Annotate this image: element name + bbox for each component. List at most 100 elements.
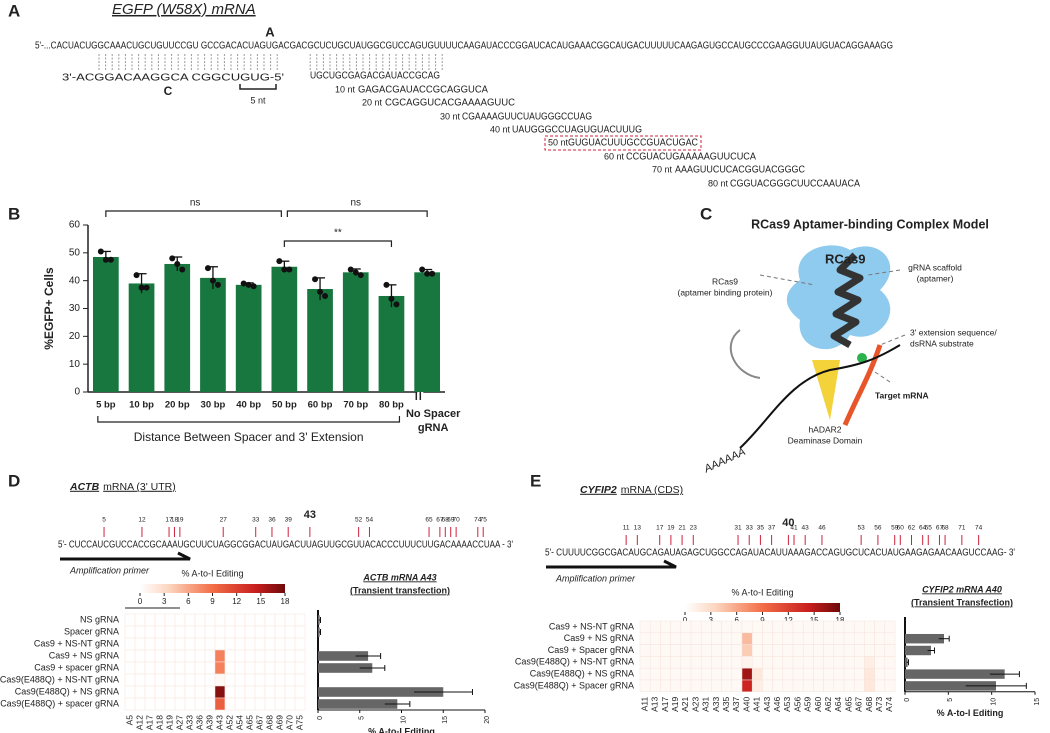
x-tick-label: 15 xyxy=(442,716,449,724)
colorbar-tick-label: 15 xyxy=(256,597,265,606)
heatmap-cell xyxy=(762,620,773,634)
position-label: 71 xyxy=(958,525,966,532)
heatmap-cell xyxy=(204,685,216,699)
heatmap-cell xyxy=(772,656,784,669)
heatmap-cell xyxy=(134,697,146,711)
bar xyxy=(905,681,996,691)
heatmap-cell xyxy=(144,685,156,699)
highlight-box xyxy=(544,135,702,151)
heatmap-cell xyxy=(884,620,896,634)
row-label: Cas9 + spacer gRNA xyxy=(34,662,119,672)
data-point xyxy=(429,270,436,277)
heatmap-cell xyxy=(833,667,845,681)
heatmap-cell xyxy=(134,685,146,699)
colorbar-tick-label: 3 xyxy=(162,597,167,606)
heatmap-cell xyxy=(711,620,722,634)
heatmap-cell xyxy=(194,637,206,651)
colorbar-tick-label: 3 xyxy=(709,616,714,625)
position-label: 46 xyxy=(818,525,826,532)
heatmap-cell xyxy=(184,673,196,687)
data-point xyxy=(179,266,186,273)
heatmap-cell xyxy=(224,697,236,711)
heatmap-cell xyxy=(660,667,671,681)
column-label: A65 xyxy=(244,715,254,730)
heatmap-cell xyxy=(294,673,306,687)
panel-label: C xyxy=(700,204,712,223)
panel-label: A xyxy=(8,1,20,20)
bar-subtitle: (Transient transfection) xyxy=(350,585,450,595)
edit-site xyxy=(857,353,867,363)
loop xyxy=(729,329,761,379)
colorbar-tick-label: 0 xyxy=(683,616,688,625)
heatmap-cell xyxy=(284,673,296,687)
heatmap-cell xyxy=(254,637,266,651)
extension-strand xyxy=(842,344,883,426)
heatmap-cell xyxy=(244,673,256,687)
column-label: A68 xyxy=(264,715,274,730)
heatmap-cell xyxy=(134,613,146,627)
heatmap-cell xyxy=(864,656,875,669)
position-label: 67 xyxy=(436,517,444,524)
position-label: 54 xyxy=(366,517,374,524)
heatmap-cell xyxy=(843,656,855,669)
gene-name: CYFIP2 xyxy=(580,484,617,496)
heatmap-cell xyxy=(823,644,835,657)
position-label: 75 xyxy=(480,517,488,524)
heatmap-cell xyxy=(214,637,226,651)
heatmap-cell xyxy=(124,613,136,627)
heatmap-cell xyxy=(660,632,671,645)
heatmap-cell xyxy=(864,679,875,693)
position-label: 43 xyxy=(802,525,810,532)
heatmap-cell xyxy=(649,620,661,634)
x-tick-label: 10 xyxy=(991,698,998,706)
column-label: A70 xyxy=(284,715,294,730)
heatmap-cell xyxy=(174,637,186,651)
heatmap-cell xyxy=(843,644,855,657)
position-label: 17 xyxy=(656,525,664,532)
heatmap-cell xyxy=(264,649,276,663)
heatmap-cell xyxy=(144,697,156,711)
y-tick-label: 60 xyxy=(69,220,81,231)
bar xyxy=(92,257,119,392)
heatmap-cell xyxy=(690,632,702,645)
extension-length: 30 nt xyxy=(440,111,461,121)
position-label: 40 xyxy=(782,517,794,529)
extension-sequence: CGAAAAGUUCUAUGGGCCUAG xyxy=(462,112,592,123)
heatmap-cell xyxy=(214,697,226,711)
heatmap-cell xyxy=(670,656,682,669)
column-label: A27 xyxy=(174,715,184,730)
heatmap-cell xyxy=(194,673,206,687)
bar xyxy=(318,699,398,709)
colorbar xyxy=(685,603,840,612)
extension-length: 50 nt xyxy=(548,137,569,147)
heatmap-cell xyxy=(680,679,692,693)
heatmap-cell xyxy=(194,649,206,663)
position-label: 67 xyxy=(936,525,944,532)
x-tick-label: 60 bp xyxy=(308,400,333,411)
heatmap-cell xyxy=(284,637,296,651)
heatmap-cell xyxy=(833,632,845,645)
heatmap-cell xyxy=(823,667,835,681)
heatmap-cell xyxy=(700,644,712,657)
x-tick-label: 10 xyxy=(400,716,407,724)
position-label: 33 xyxy=(252,517,260,524)
bar xyxy=(318,663,373,673)
heatmap-cell xyxy=(670,679,682,693)
extension-sequence: CCGUACUGAAAAAGUUCUCA xyxy=(626,152,756,163)
column-label: A62 xyxy=(823,697,833,712)
heatmap-cell xyxy=(813,632,824,645)
heatmap-cell xyxy=(853,644,865,657)
heatmap-cell xyxy=(164,649,176,663)
heatmap-cell xyxy=(264,637,276,651)
y-tick-label: 40 xyxy=(69,275,81,286)
colorbar-tick-label: 12 xyxy=(232,597,241,606)
heatmap-cell xyxy=(284,625,296,639)
data-point xyxy=(250,283,257,290)
data-point xyxy=(204,265,211,272)
heatmap-cell xyxy=(274,673,286,687)
position-label: 31 xyxy=(734,525,742,532)
position-label: 23 xyxy=(690,525,698,532)
heatmap-cell xyxy=(864,667,875,681)
position-label: 19 xyxy=(667,525,675,532)
position-label: 65 xyxy=(925,525,933,532)
